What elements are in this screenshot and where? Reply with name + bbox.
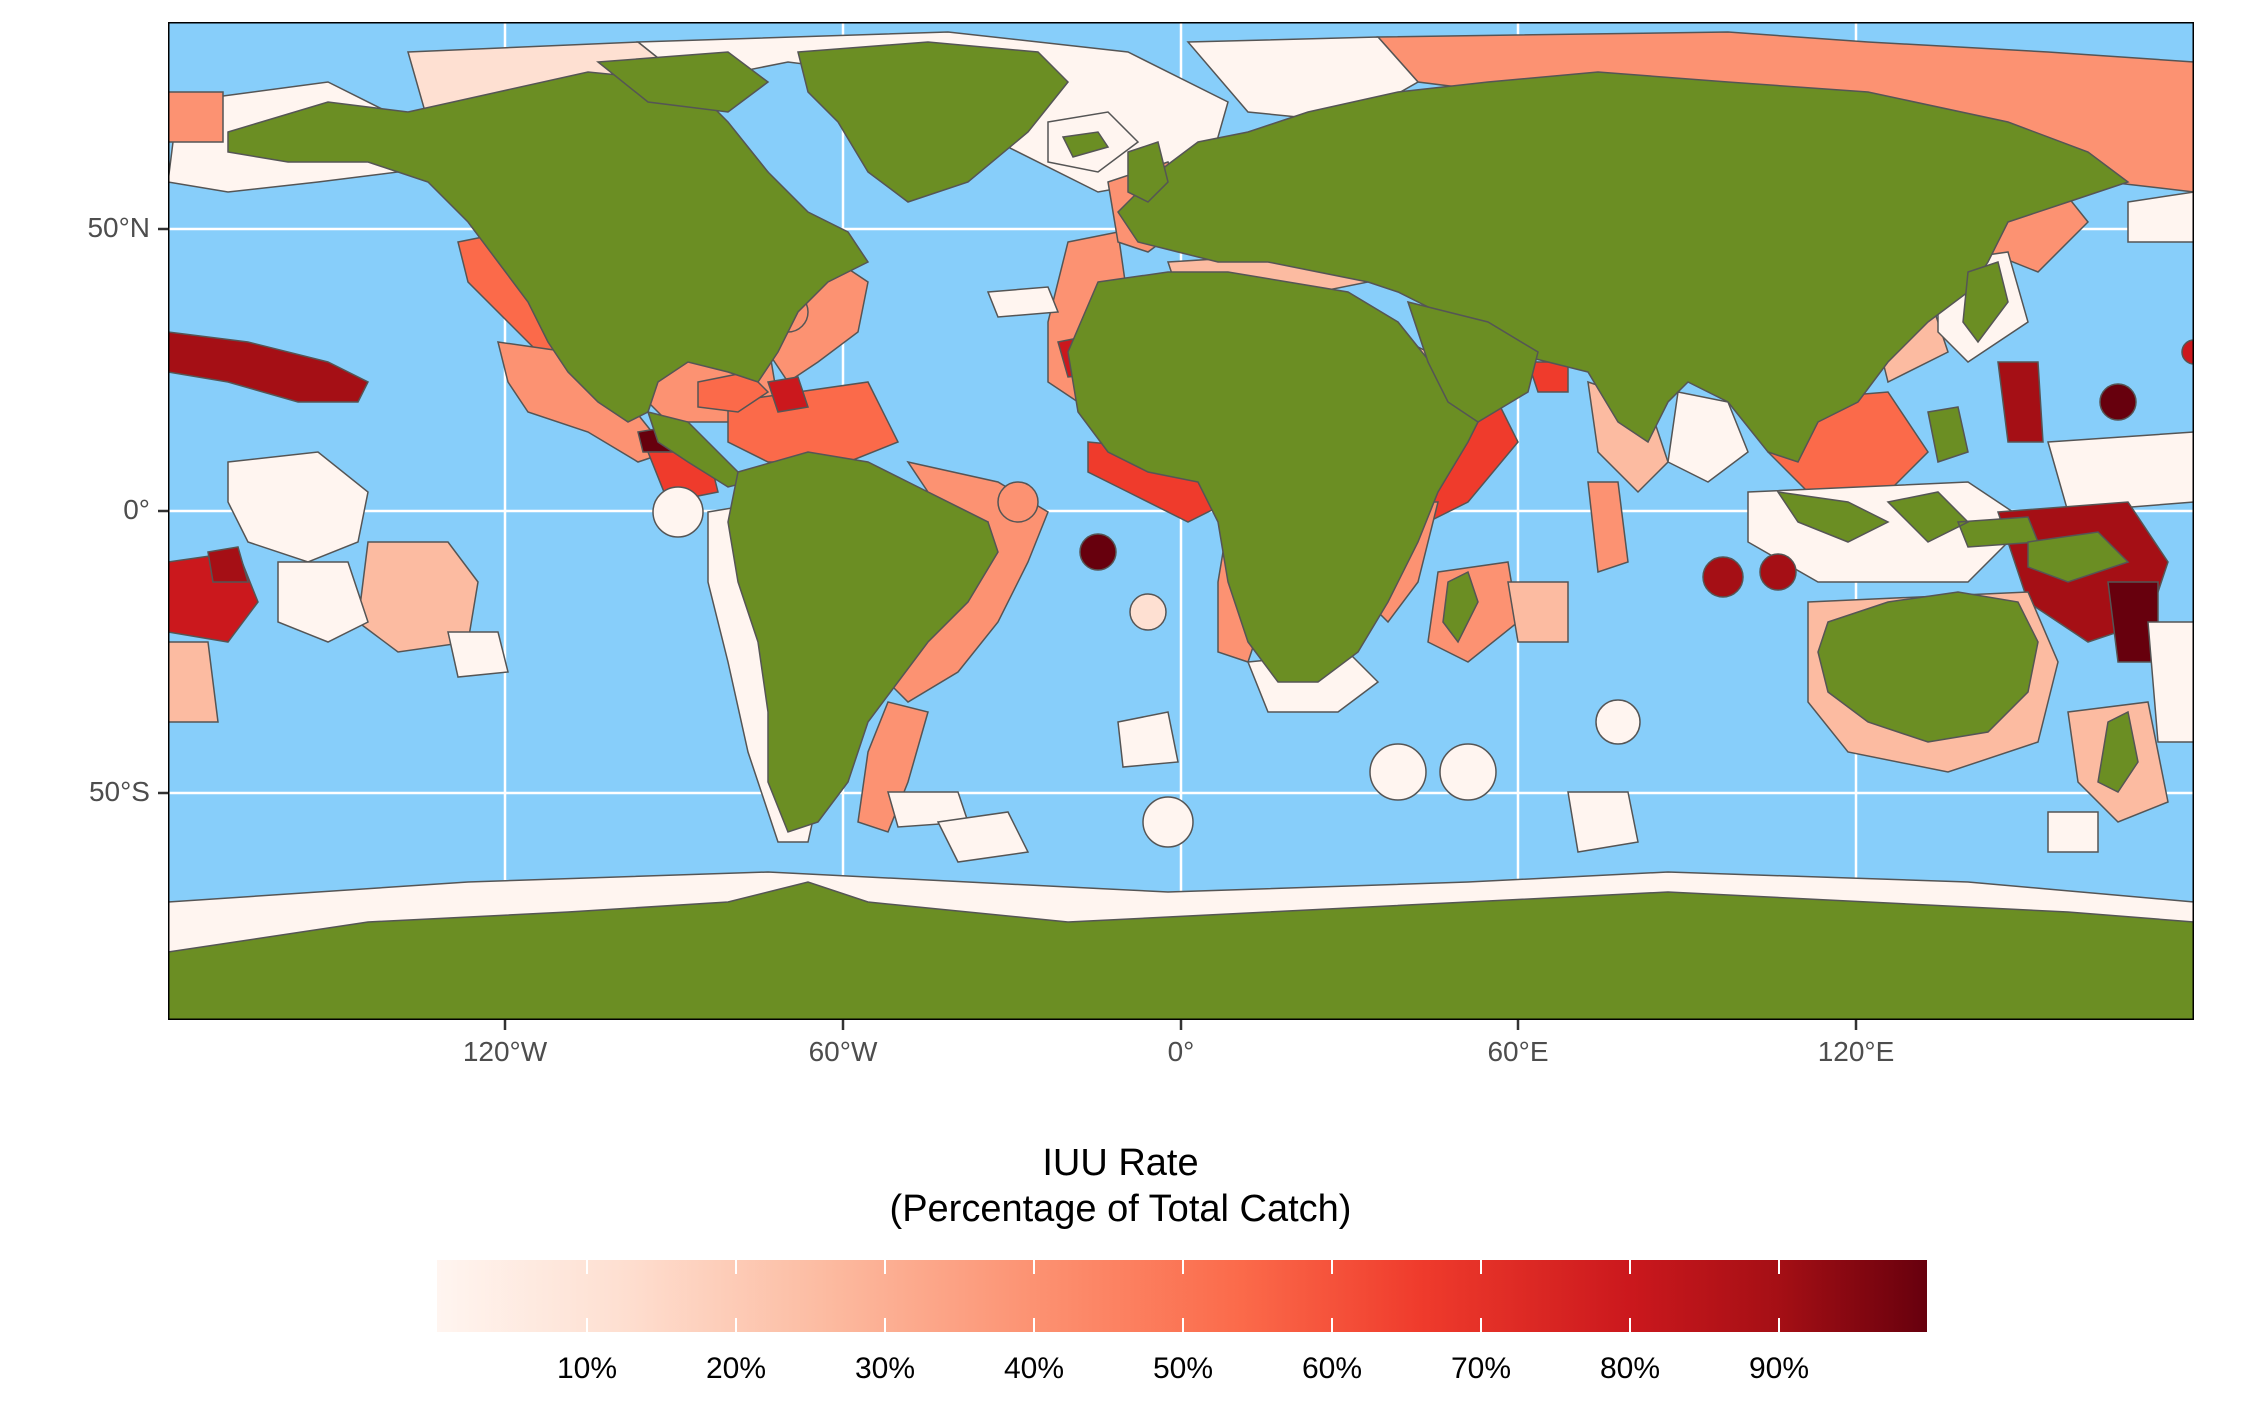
eez-zone-crozet	[1439, 743, 1497, 801]
eez-zone-aleutian-east	[2127, 191, 2194, 243]
colorbar-tick	[735, 1318, 737, 1332]
eez-zone-bouvet	[1142, 796, 1194, 848]
land-new-guinea	[2027, 531, 2130, 583]
legend-tick-label-30: 30%	[854, 1352, 916, 1385]
x-axis-label-60e: 60°E	[1487, 1036, 1549, 1067]
eez-zone-south-georgia	[936, 811, 1030, 863]
colorbar-tick	[735, 1260, 737, 1274]
x-axis-label-120w: 120°W	[462, 1036, 548, 1067]
colorbar-tick	[1629, 1260, 1631, 1274]
colorbar-tick	[1778, 1260, 1780, 1274]
eez-zone-west-fiji	[168, 641, 219, 723]
colorbar-tick	[1033, 1260, 1035, 1274]
eez-zone-amsterdam	[1595, 699, 1641, 745]
eez-zone-macquarie	[2047, 811, 2099, 853]
world-map-panel	[168, 22, 2194, 1020]
eez-zone-mascarene	[1507, 581, 1569, 643]
colorbar-tick	[586, 1318, 588, 1332]
eez-zone-caribbean-red	[767, 376, 809, 413]
colorbar-tick	[1629, 1318, 1631, 1332]
y-axis-label-50s: 50°S	[88, 776, 150, 807]
eez-zone-christmas-red	[1759, 553, 1797, 591]
legend-tick-label-70: 70%	[1450, 1352, 1512, 1385]
land-antarctica	[168, 881, 2194, 1020]
world-map-svg	[168, 22, 2194, 1020]
legend-title-line1: IUU Rate	[1042, 1142, 1199, 1184]
legend-tick-label-20: 20%	[705, 1352, 767, 1385]
colorbar-tick	[1480, 1318, 1482, 1332]
x-axis-label-0: 0°	[1167, 1036, 1195, 1067]
eez-zone-argentina	[857, 701, 929, 833]
land-arabia	[1406, 300, 1539, 423]
colorbar-tick	[1033, 1318, 1035, 1332]
eez-zone-east-red-edge	[2181, 339, 2194, 365]
legend-tick-label-90: 90%	[1748, 1352, 1810, 1385]
colorbar-tick	[1331, 1260, 1333, 1274]
eez-zone-azores	[986, 286, 1060, 318]
eez-zone-galapagos	[652, 486, 704, 538]
y-axis-label-50n: 50°N	[87, 212, 150, 243]
eez-zone-tristan	[1117, 711, 1179, 768]
eez-zone-alaska-west	[168, 91, 224, 143]
eez-zone-bay-of-bengal	[1667, 391, 1749, 483]
land-masses	[168, 41, 2194, 1020]
eez-zone-maldives	[1587, 481, 1629, 574]
eez-zone-brazil-islands	[997, 481, 1039, 523]
legend-tick-label-80: 80%	[1599, 1352, 1661, 1385]
eez-zone-kiribati-east	[227, 451, 369, 563]
eez-zone-cocos-red	[1702, 556, 1744, 598]
land-greenland	[797, 41, 1070, 203]
land-arctic-islands	[596, 51, 770, 113]
land-indonesia	[1776, 491, 2040, 548]
legend-tick-label-50: 50%	[1152, 1352, 1214, 1385]
eez-zone-kerguelen	[1567, 791, 1639, 853]
land-iceland	[1061, 131, 1110, 158]
colorbar-tick	[1778, 1318, 1780, 1332]
x-axis-label-60w: 60°W	[808, 1036, 878, 1067]
eez-zone-marianas-red	[1997, 361, 2044, 443]
eez-zone-prince-edward	[1369, 743, 1427, 801]
colorbar-tick	[586, 1260, 588, 1274]
colorbar-tick	[1182, 1260, 1184, 1274]
eez-zone-pitcairn	[447, 631, 509, 678]
x-axis-label-120e: 120°E	[1817, 1036, 1895, 1067]
eez-zone-fiji-east	[2147, 621, 2194, 743]
colorbar-tick	[884, 1318, 886, 1332]
land-japan	[1962, 261, 2009, 344]
land-philippines	[1927, 406, 1969, 463]
legend-tick-label-60: 60%	[1301, 1352, 1363, 1385]
eez-zone-st-helena-red	[1079, 533, 1117, 571]
land-british-isles	[1127, 141, 1169, 203]
eez-zone-cook-islands	[277, 561, 369, 643]
land-australia	[1817, 591, 2039, 743]
eez-zone-guam-red	[2099, 383, 2137, 421]
eez-zone-micronesia	[2047, 431, 2194, 513]
land-madagascar	[1442, 570, 1479, 644]
colorbar-tick	[1182, 1318, 1184, 1332]
eez-zone-tonga-red	[207, 546, 249, 583]
legend-title-line2: (Percentage of Total Catch)	[889, 1188, 1352, 1230]
colorbar-tick	[1331, 1318, 1333, 1332]
legend-colorbar	[437, 1260, 1927, 1332]
land-eurasia	[1117, 71, 2130, 463]
y-axis-label-0: 0°	[123, 494, 150, 525]
eez-zone-ascension	[1129, 593, 1167, 631]
land-south-america	[727, 451, 999, 833]
eez-zone-hawaii	[168, 331, 370, 403]
colorbar-tick	[884, 1260, 886, 1274]
legend-tick-label-40: 40%	[1003, 1352, 1065, 1385]
land-africa	[1067, 271, 1489, 683]
land-new-zealand	[2097, 710, 2139, 793]
colorbar-tick	[1480, 1260, 1482, 1274]
legend-tick-label-10: 10%	[556, 1352, 618, 1385]
legend-title: IUU Rate (Percentage of Total Catch)	[0, 1140, 2241, 1232]
